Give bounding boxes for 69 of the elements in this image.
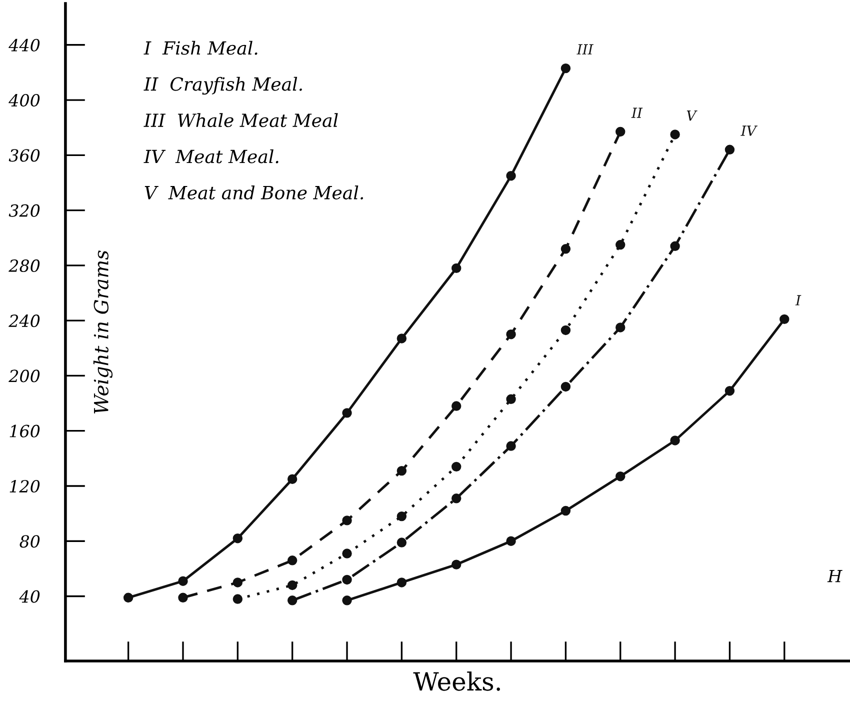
point <box>232 578 243 588</box>
point <box>396 466 407 476</box>
y-tick-label: 40 <box>19 590 40 603</box>
y-tick-label: 360 <box>8 149 40 162</box>
point <box>342 516 352 526</box>
y-tick-label: 200 <box>8 370 40 382</box>
y-axis-title: Weight in Grams <box>93 250 113 414</box>
point <box>396 511 407 522</box>
point <box>780 314 790 324</box>
point <box>560 325 571 336</box>
y-tick-label: 80 <box>20 535 40 548</box>
point <box>451 462 462 472</box>
point <box>342 548 352 558</box>
annotation: II Crayfish Meal. <box>144 76 302 95</box>
point <box>506 170 516 181</box>
point <box>506 394 516 404</box>
y-tick-label: 440 <box>8 38 40 52</box>
point <box>342 408 352 418</box>
point <box>506 536 516 546</box>
series-label: III <box>576 44 594 54</box>
point <box>616 322 626 332</box>
point <box>616 126 626 137</box>
annotation: IV Meat Meal. <box>144 149 278 164</box>
point <box>560 63 571 74</box>
annotation: III Whale Meat Meal <box>144 113 338 128</box>
series-label: II <box>631 108 643 118</box>
point <box>396 334 407 344</box>
y-tick-label: 280 <box>8 259 40 272</box>
series-label: V <box>686 110 698 121</box>
point <box>232 534 243 544</box>
point <box>287 474 298 484</box>
point <box>560 244 571 254</box>
annotation: V Meat and Bone Meal. <box>144 185 364 200</box>
point <box>724 144 735 155</box>
point <box>616 240 626 250</box>
point <box>560 506 571 516</box>
point <box>123 592 134 602</box>
series-label: I <box>795 295 802 306</box>
point <box>451 263 462 274</box>
series-label: IV <box>740 126 758 136</box>
y-tick-label: 320 <box>8 204 40 217</box>
annotation: I Fish Meal. <box>144 40 258 55</box>
point <box>396 578 407 588</box>
point <box>287 556 298 566</box>
point <box>506 441 516 451</box>
point <box>178 592 188 602</box>
point <box>670 130 680 140</box>
point <box>342 574 352 585</box>
point <box>342 596 352 606</box>
point <box>451 560 462 570</box>
point <box>287 596 298 606</box>
point <box>451 494 462 504</box>
point <box>670 436 680 446</box>
point <box>451 401 462 411</box>
point <box>232 594 243 604</box>
point <box>287 580 298 590</box>
point <box>178 576 188 586</box>
y-tick-label: 400 <box>8 94 40 107</box>
point <box>560 382 571 392</box>
point <box>724 386 735 396</box>
point <box>670 241 680 251</box>
y-tick-label: 120 <box>10 480 40 493</box>
point <box>396 538 407 548</box>
y-tick-label: 160 <box>10 424 40 438</box>
x-axis-title: Weeks. <box>413 671 500 691</box>
y-tick-label: 240 <box>8 314 40 328</box>
point <box>616 471 626 482</box>
annotation: H <box>827 570 842 582</box>
point <box>506 329 516 340</box>
